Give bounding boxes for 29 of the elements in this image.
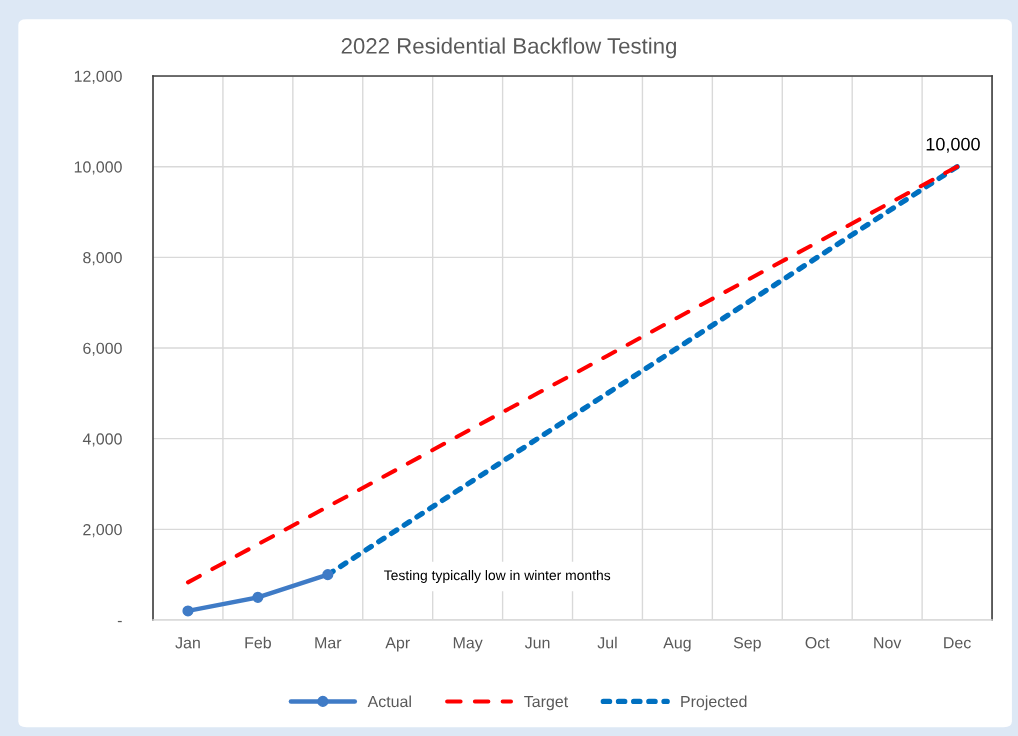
point (322, 569, 334, 581)
y-tick-label: 10,000 (74, 161, 122, 175)
legend-label: Projected (681, 695, 747, 711)
x-tick-label: Jul (597, 636, 617, 649)
x-tick-label: Apr (385, 637, 410, 652)
x-tick-label: Mar (315, 637, 342, 649)
x-tick-label: Jan (175, 637, 200, 649)
point (252, 591, 264, 603)
y-tick-label: 4,000 (82, 433, 122, 447)
annotation: Testing typically low in winter months (384, 570, 611, 583)
x-tick-label: Jun (524, 637, 550, 649)
x-tick-label: Nov (874, 637, 902, 649)
y-tick-label: 6,000 (83, 342, 122, 356)
y-tick-label: 12,000 (74, 70, 122, 84)
x-tick-label: Aug (663, 637, 691, 652)
chart-title: 2022 Residential Backflow Testing (341, 37, 676, 59)
x-tick-label: Oct (805, 637, 830, 649)
y-tick-label: 8,000 (83, 251, 122, 266)
point (182, 605, 194, 617)
y-tick-label: 2,000 (83, 523, 122, 538)
x-tick-label: Dec (944, 637, 971, 649)
x-tick-label: Sep (733, 637, 761, 652)
x-tick-label: May (453, 637, 483, 652)
data-label: 10,000 (926, 137, 980, 153)
legend-label: Actual (367, 695, 411, 708)
line-series (185, 164, 960, 585)
y-tick-label: - (117, 620, 122, 623)
legend-label: Target (524, 696, 569, 711)
x-tick-label: Feb (245, 636, 271, 649)
